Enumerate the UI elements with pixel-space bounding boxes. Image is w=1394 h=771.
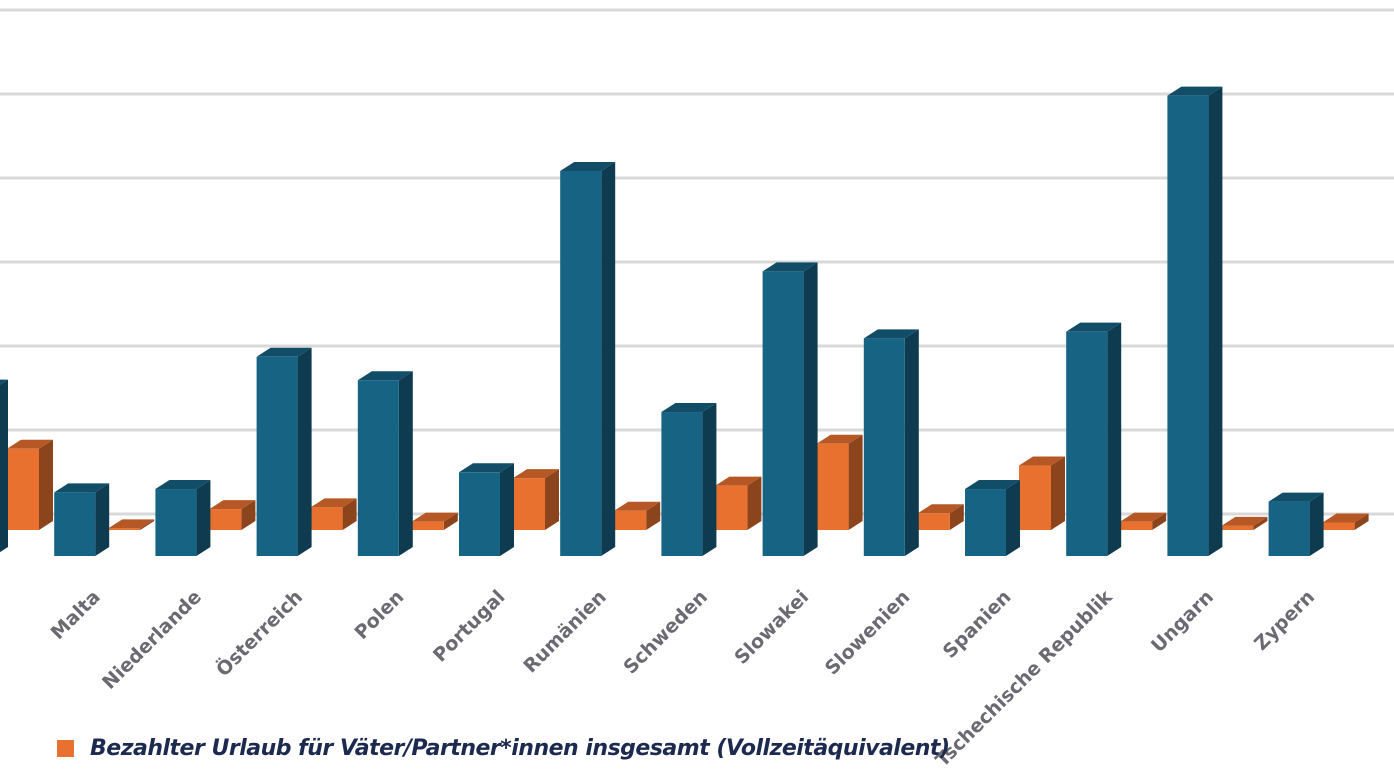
category-label: Ungarn (1147, 586, 1218, 657)
gridlines (0, 8, 1394, 516)
bar-series2 (1322, 513, 1369, 530)
legend-label: Bezahlter Urlaub für Väter/Partner*innen… (90, 736, 950, 761)
bar-series2 (1221, 516, 1268, 530)
bar-series1 (1268, 492, 1324, 556)
bar-series1 (1167, 86, 1223, 557)
legend-swatch (57, 740, 74, 757)
bar-series2 (614, 501, 661, 530)
bar-series2 (513, 469, 559, 530)
category-label: Zypern (1250, 586, 1319, 655)
category-label: Schweden (619, 586, 712, 679)
category-label: Tschechische Republik (931, 586, 1117, 771)
bar-series2 (1019, 456, 1065, 530)
category-label: Slowakei (730, 586, 813, 669)
bar-series2 (411, 512, 458, 530)
category-label: Niederlande (98, 586, 206, 694)
bars (0, 86, 1369, 557)
bar-series2 (209, 500, 256, 530)
bar-series1 (54, 483, 110, 556)
bar-series2 (108, 519, 155, 530)
bar-series1 (661, 403, 717, 556)
bar-series2 (1120, 512, 1167, 530)
legend: Bezahlter Urlaub für Väter/Partner*innen… (57, 736, 950, 761)
bar-series1 (863, 329, 919, 556)
category-label: Malta (47, 586, 105, 644)
category-label: Portugal (429, 586, 510, 667)
bar-series1 (256, 347, 312, 556)
bar-series2 (715, 476, 762, 530)
category-label: Slowenien (821, 586, 914, 679)
bar-series1 (762, 262, 818, 556)
bar-series2 (816, 434, 863, 530)
bar-series1 (459, 463, 514, 556)
category-label: Polen (350, 586, 408, 644)
bar-series1 (1066, 322, 1122, 556)
bar-series1 (560, 161, 616, 557)
bar-series1 (0, 379, 8, 553)
bar-series1 (965, 480, 1020, 556)
bar-series2 (7, 439, 53, 530)
bar-series2 (310, 498, 357, 530)
bar-series2 (917, 504, 964, 530)
bar-series1 (155, 480, 211, 556)
category-label: Rumänien (519, 586, 610, 677)
category-label: Spanien (939, 586, 1016, 663)
category-label: Österreich (211, 585, 307, 681)
bar-series1 (357, 371, 413, 556)
